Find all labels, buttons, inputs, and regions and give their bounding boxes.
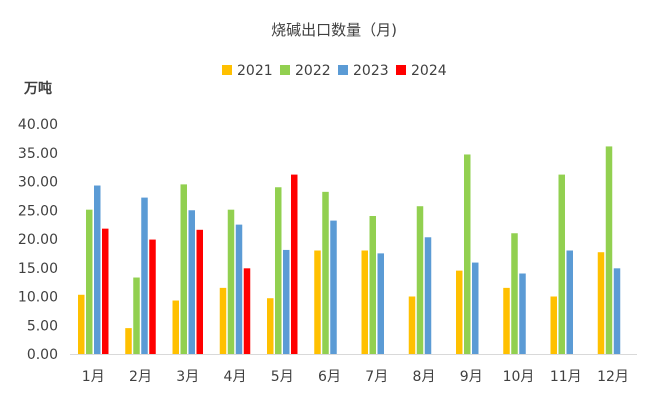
- legend-swatch: [396, 65, 406, 75]
- bar-2024: [196, 229, 203, 354]
- bar-2021: [503, 287, 510, 354]
- bar-group: [78, 185, 109, 354]
- bar-group: [503, 233, 526, 354]
- bar-2022: [558, 174, 565, 354]
- bars: [78, 146, 621, 354]
- bar-2022: [275, 187, 282, 354]
- bar-2021: [267, 298, 274, 354]
- legend-label: 2024: [411, 63, 447, 79]
- bar-2023: [283, 249, 290, 354]
- x-tick-label: 3月: [176, 369, 199, 385]
- bar-2024: [149, 239, 156, 354]
- bar-2021: [78, 294, 85, 354]
- bar-2022: [464, 154, 471, 354]
- y-axis-label: 万吨: [23, 80, 52, 97]
- bar-2022: [511, 233, 518, 354]
- y-tick-label: 15.00: [18, 261, 58, 277]
- bar-2023: [235, 224, 243, 354]
- legend-swatch: [222, 65, 232, 75]
- x-tick-label: 5月: [271, 369, 294, 385]
- x-tick-label: 1月: [82, 369, 105, 385]
- bar-2021: [408, 296, 416, 354]
- y-tick-label: 20.00: [18, 232, 58, 248]
- bar-2021: [361, 250, 368, 354]
- legend-item: 2023: [338, 63, 389, 79]
- bar-group: [267, 174, 298, 354]
- bar-2023: [330, 220, 337, 354]
- legend-swatch: [338, 65, 348, 75]
- bar-group: [550, 174, 573, 354]
- bar-2023: [377, 253, 384, 354]
- bar-2022: [227, 209, 235, 354]
- bar-group: [219, 209, 251, 354]
- x-tick-label: 9月: [460, 369, 483, 385]
- bar-2022: [86, 209, 93, 354]
- bar-2024: [102, 228, 109, 354]
- bar-2022: [605, 146, 613, 354]
- y-tick-label: 10.00: [18, 290, 58, 306]
- bar-group: [125, 197, 156, 354]
- bar-group: [361, 216, 384, 354]
- legend-label: 2021: [237, 63, 273, 79]
- x-tick-label: 7月: [365, 369, 388, 385]
- x-axis: 1月 2月 3月 4月 5月 6月 7月 8月 9月 10月 11月 12月: [82, 369, 629, 385]
- x-tick-label: 8月: [413, 369, 436, 385]
- x-tick-label: 2月: [129, 369, 152, 385]
- legend-label: 2022: [295, 63, 331, 79]
- legend-item: 2022: [280, 63, 331, 79]
- y-tick-label: 0.00: [27, 347, 58, 363]
- bar-2023: [94, 185, 101, 354]
- bar-2021: [125, 328, 132, 354]
- bar-2023: [519, 273, 526, 354]
- legend-swatch: [280, 65, 290, 75]
- x-tick-label: 6月: [318, 369, 341, 385]
- legend-label: 2023: [353, 63, 389, 79]
- bar-group: [456, 154, 479, 354]
- bar-2021: [219, 287, 227, 354]
- bar-2022: [133, 277, 140, 354]
- x-tick-label: 10月: [503, 369, 535, 385]
- y-tick-label: 40.00: [18, 117, 58, 133]
- bar-2022: [180, 184, 187, 354]
- bar-group: [172, 184, 203, 354]
- bar-2022: [416, 206, 424, 354]
- bar-group: [314, 191, 337, 354]
- y-tick-label: 30.00: [18, 175, 58, 191]
- bar-2021: [597, 252, 605, 354]
- bar-2021: [314, 250, 321, 354]
- bar-2023: [613, 268, 621, 354]
- bar-2023: [141, 197, 148, 354]
- x-tick-label: 12月: [597, 369, 629, 385]
- bar-2022: [322, 191, 329, 354]
- legend: 2021 2022 2023 2024: [222, 63, 447, 79]
- legend-item: 2024: [396, 63, 447, 79]
- bar-2021: [172, 300, 179, 354]
- bar-2024: [291, 174, 298, 354]
- bar-2023: [188, 210, 195, 354]
- y-tick-label: 35.00: [18, 146, 58, 162]
- x-tick-label: 4月: [224, 369, 247, 385]
- bar-group: [597, 146, 621, 354]
- legend-item: 2021: [222, 63, 273, 79]
- bar-2023: [566, 250, 573, 354]
- y-axis: 0.00 5.00 10.00 15.00 20.00 25.00 30.00 35.00 40…: [18, 117, 58, 363]
- y-tick-label: 25.00: [18, 203, 58, 219]
- chart-title: 烧碱出口数量（月): [271, 21, 397, 39]
- bar-2023: [472, 262, 479, 354]
- y-tick-label: 5.00: [27, 318, 58, 334]
- bar-group: [408, 206, 432, 354]
- bar-2021: [550, 296, 557, 354]
- bar-2022: [369, 216, 376, 354]
- bar-2021: [456, 270, 463, 354]
- bar-2024: [243, 268, 251, 354]
- x-tick-label: 11月: [550, 369, 582, 385]
- bar-2023: [424, 237, 432, 354]
